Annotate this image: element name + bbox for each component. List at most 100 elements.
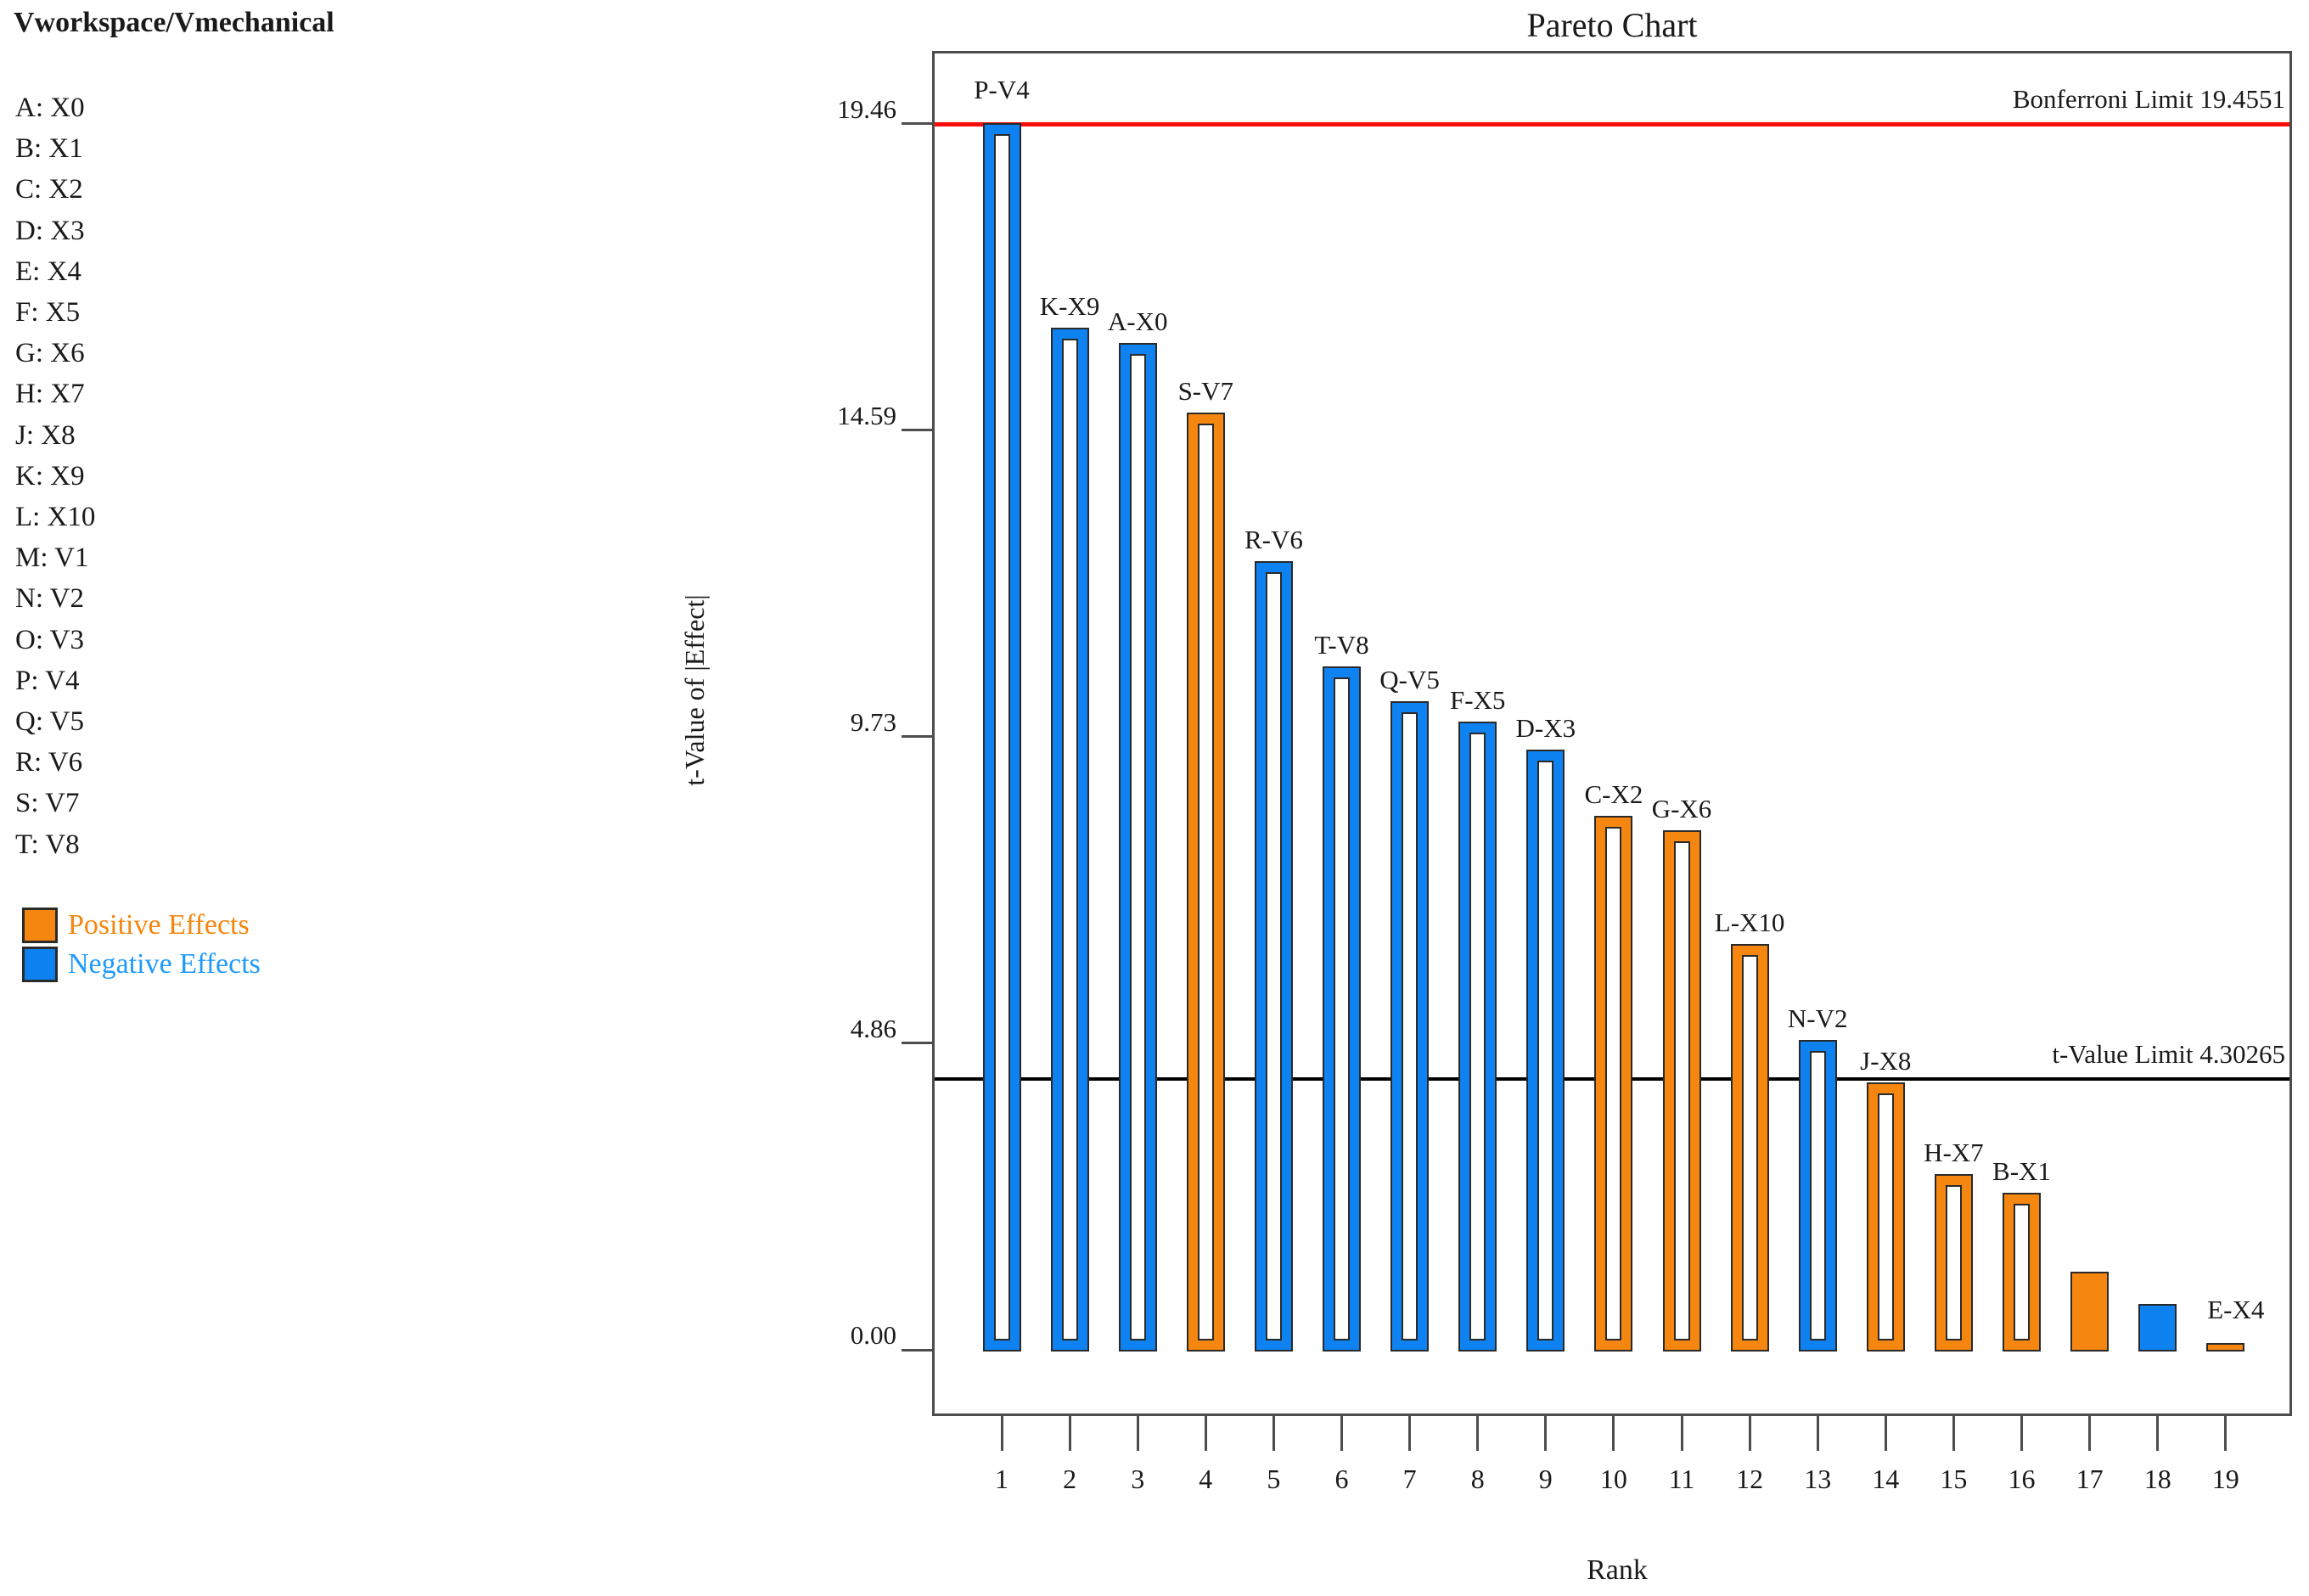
x-axis-tick [1952,1416,1955,1451]
y-axis-tick [902,735,932,739]
x-tick-label: 4 [1199,1464,1213,1494]
pareto-bar-8[interactable] [1458,721,1497,1352]
pareto-bar-6[interactable] [1323,666,1361,1352]
factor-item: S: V7 [15,788,80,819]
x-tick-label: 17 [2076,1464,2104,1494]
legend-label: Negative Effects [68,948,261,980]
pareto-bar-13[interactable] [1798,1040,1837,1352]
factor-item: H: X7 [15,379,85,410]
y-tick-label: 19.46 [837,93,896,124]
x-tick-label: 9 [1538,1464,1553,1494]
y-axis-tick [902,1042,932,1045]
bar-label-T-V8: T-V8 [1314,630,1369,660]
x-tick-label: 5 [1267,1464,1281,1494]
factor-item: N: V2 [15,583,84,615]
y-tick-label: 9.73 [850,706,896,737]
pareto-bar-5[interactable] [1254,561,1293,1352]
pareto-bar-7[interactable] [1390,700,1430,1352]
chart-title: Pareto Chart [1526,6,1698,44]
pareto-bar-11[interactable] [1662,830,1701,1352]
x-axis-tick [1680,1416,1683,1451]
y-axis-tick [902,122,932,126]
x-tick-label: 14 [1872,1464,1900,1494]
pareto-bar-18[interactable] [2138,1304,2177,1352]
pareto-bar-4[interactable] [1186,413,1225,1352]
factor-item: J: X8 [15,419,76,451]
y-axis-tick [902,429,932,432]
pareto-bar-17[interactable] [2070,1272,2110,1352]
pareto-bar-10[interactable] [1594,815,1633,1352]
x-tick-label: 15 [1940,1464,1968,1494]
x-tick-label: 10 [1599,1464,1627,1494]
x-axis-tick [2156,1416,2160,1451]
bar-label-D-X3: D-X3 [1515,713,1576,744]
negative-effects-swatch [22,947,58,982]
factor-item: B: X1 [15,133,83,165]
pareto-bar-12[interactable] [1730,943,1769,1352]
x-axis-tick [1340,1416,1343,1451]
x-tick-label: 6 [1334,1464,1349,1494]
x-axis-tick [2224,1416,2228,1451]
y-tick-label: 0.00 [850,1320,896,1350]
x-tick-label: 7 [1402,1464,1417,1494]
bar-label-H-X7: H-X7 [1924,1138,1984,1168]
x-axis-tick [1612,1416,1615,1451]
pareto-bar-16[interactable] [2003,1192,2041,1352]
x-axis-tick [1748,1416,1751,1451]
y-tick-label: 14.59 [837,400,896,430]
x-tick-label: 3 [1131,1464,1145,1494]
x-axis-tick [1000,1416,1003,1451]
factor-item: M: V1 [15,542,89,574]
factor-item: A: X0 [15,93,85,123]
bar-label-P-V4: P-V4 [974,75,1030,105]
factor-item: F: X5 [15,297,81,328]
factor-item: T: V8 [15,829,80,860]
bar-label-C-X2: C-X2 [1584,778,1643,809]
bonferroni-limit-line [935,121,2289,126]
bar-label-R-V6: R-V6 [1244,525,1303,555]
x-tick-label: 13 [1804,1464,1832,1494]
t-value-limit-label: t-Value Limit 4.30265 [2052,1038,2285,1069]
x-tick-label: 11 [1668,1464,1695,1494]
y-tick-label: 4.86 [850,1013,896,1043]
x-axis-tick [1544,1416,1548,1451]
x-tick-label: 16 [2008,1464,2036,1494]
factor-item: R: V6 [15,747,83,778]
bar-label-S-V7: S-V7 [1177,376,1234,407]
bar-label-E-X4: E-X4 [2207,1295,2265,1325]
x-axis-tick [1408,1416,1412,1451]
x-axis-tick [1272,1416,1275,1451]
pareto-bar-14[interactable] [1866,1082,1905,1352]
pareto-bar-3[interactable] [1118,343,1157,1352]
y-axis-label: t-Value of |Effect| [679,594,710,786]
x-axis-tick [1816,1416,1819,1451]
bar-label-L-X10: L-X10 [1714,907,1785,937]
legend-label: Positive Effects [68,909,250,941]
factor-item: P: V4 [15,665,80,696]
factor-item: C: X2 [15,174,83,205]
x-axis-tick [2088,1416,2092,1451]
bar-label-N-V2: N-V2 [1787,1003,1848,1034]
pareto-bar-2[interactable] [1050,327,1089,1352]
pareto-bar-19[interactable] [2206,1343,2245,1352]
x-axis-tick [1136,1416,1139,1451]
factor-item: O: V3 [15,624,84,655]
bar-label-J-X8: J-X8 [1860,1045,1912,1076]
x-axis-tick [1476,1416,1480,1451]
x-tick-label: 2 [1063,1464,1077,1494]
y-axis-tick [902,1348,932,1352]
pareto-bar-15[interactable] [1934,1174,1973,1352]
pareto-bar-9[interactable] [1526,750,1565,1352]
factor-item: G: X6 [15,338,85,369]
factor-item: D: X3 [15,215,85,246]
factor-item: K: X9 [15,460,85,492]
pareto-bar-1[interactable] [982,123,1021,1352]
x-tick-label: 18 [2143,1464,2171,1494]
workspace-title: Vworkspace/Vmechanical [14,7,334,38]
x-axis-tick [1884,1416,1887,1451]
x-axis-tick [1068,1416,1071,1451]
bar-label-F-X5: F-X5 [1449,684,1506,715]
positive-effects-swatch [22,908,58,943]
x-tick-label: 1 [995,1464,1008,1494]
